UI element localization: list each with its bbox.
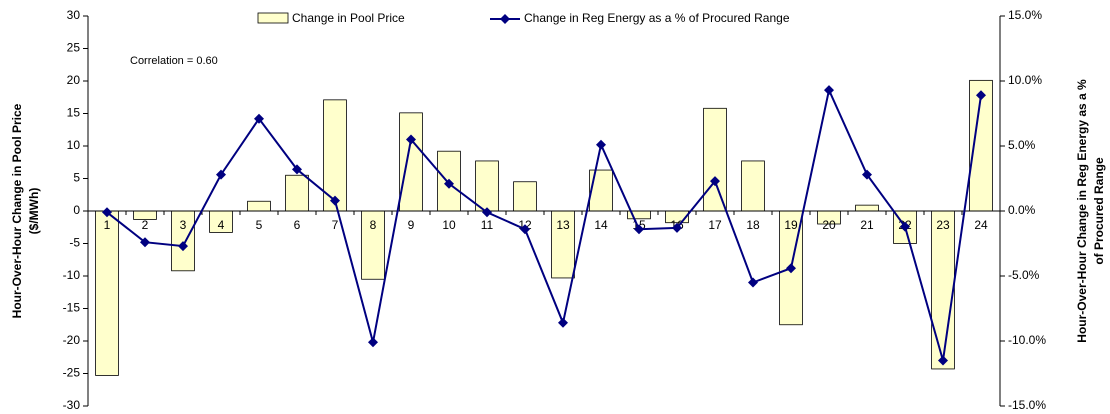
x-tick-label: 13 (556, 218, 570, 232)
y-tick-label: 10 (67, 138, 81, 152)
bar (247, 200, 271, 212)
y-tick-label: -30 (63, 398, 81, 412)
line-marker (102, 207, 112, 218)
bar (513, 181, 537, 212)
line-marker (558, 317, 568, 328)
line-marker (216, 169, 226, 180)
annotation: Correlation = 0.60 (130, 55, 218, 67)
line-marker (786, 263, 796, 274)
line-marker (862, 169, 872, 180)
y-tick-label: 0 (73, 203, 80, 217)
y2-tick-label: -10.0% (1008, 333, 1046, 347)
line-marker (292, 164, 302, 175)
x-tick-label: 19 (784, 218, 798, 232)
x-tick-label: 8 (370, 218, 377, 232)
line-marker (140, 237, 150, 248)
y-tick-label: -5 (69, 236, 80, 250)
bar (741, 160, 765, 212)
line-marker (634, 224, 644, 235)
y-tick-label: -10 (63, 268, 81, 282)
line-marker (330, 195, 340, 206)
x-tick-label: 23 (936, 218, 950, 232)
y-axis-title: Hour-Over-Hour Change in Pool Price (10, 103, 24, 318)
bar (285, 174, 309, 212)
x-tick-label: 7 (332, 218, 339, 232)
bar (589, 169, 613, 212)
legend-swatch (257, 12, 289, 24)
line-marker (824, 85, 834, 96)
x-tick-label: 10 (442, 218, 456, 232)
y-tick-label: -20 (63, 333, 81, 347)
y-tick-label: 25 (67, 41, 81, 55)
y2-axis-title: of Procured Range (1092, 157, 1106, 265)
line-marker (520, 224, 530, 235)
bar (95, 210, 119, 376)
y2-tick-label: 0.0% (1008, 203, 1036, 217)
x-tick-label: 21 (860, 218, 874, 232)
y2-tick-label: -15.0% (1008, 398, 1046, 412)
line-marker (900, 221, 910, 232)
line-marker (444, 178, 454, 189)
line-marker (406, 134, 416, 145)
x-tick-label: 14 (594, 218, 608, 232)
y2-tick-label: 10.0% (1008, 73, 1042, 87)
line-marker (254, 113, 264, 124)
bar (855, 204, 879, 212)
bar (475, 160, 499, 212)
y-tick-label: 5 (73, 171, 80, 185)
x-tick-label: 11 (481, 218, 494, 232)
y-tick-label: 20 (67, 73, 81, 87)
line-marker (178, 241, 188, 252)
line-marker (938, 355, 948, 366)
line-marker (748, 277, 758, 288)
x-tick-label: 20 (822, 218, 836, 232)
line-series (106, 86, 982, 361)
x-tick-label: 3 (180, 218, 187, 232)
y-tick-label: 15 (67, 106, 81, 120)
legend-label: Change in Reg Energy as a % of Procured … (524, 11, 790, 25)
x-tick-label: 2 (142, 218, 149, 232)
x-tick-label: 9 (408, 218, 415, 232)
x-tick-label: 17 (708, 218, 722, 232)
bar (703, 107, 727, 212)
legend-label: Change in Pool Price (292, 11, 405, 25)
y2-axis-title: Hour-Over-Hour Change in Reg Energy as a… (1075, 79, 1089, 343)
bar (931, 210, 955, 370)
line-marker (368, 337, 378, 348)
y-tick-label: 30 (67, 8, 81, 22)
legend-swatch (500, 14, 510, 24)
x-tick-label: 18 (746, 218, 760, 232)
line-marker (672, 222, 682, 233)
line-marker (976, 90, 986, 101)
x-tick-label: 6 (294, 218, 301, 232)
bar (399, 112, 423, 212)
x-tick-label: 24 (974, 218, 988, 232)
y2-tick-label: -5.0% (1008, 268, 1040, 282)
legend: Change in Pool Price Change in Reg Energy… (255, 6, 860, 32)
line-marker (482, 207, 492, 218)
legend-box (255, 6, 860, 32)
line-marker (596, 139, 606, 150)
y2-tick-label: 5.0% (1008, 138, 1036, 152)
x-tick-label: 5 (256, 218, 263, 232)
y-tick-label: -25 (63, 366, 81, 380)
y-axis-title: ($/MWh) (27, 188, 41, 235)
y2-tick-label: 15.0% (1008, 8, 1042, 22)
x-tick-label: 1 (104, 218, 111, 232)
line-marker (710, 176, 720, 187)
x-tick-label: 4 (218, 218, 225, 232)
y-tick-label: -15 (63, 301, 81, 315)
